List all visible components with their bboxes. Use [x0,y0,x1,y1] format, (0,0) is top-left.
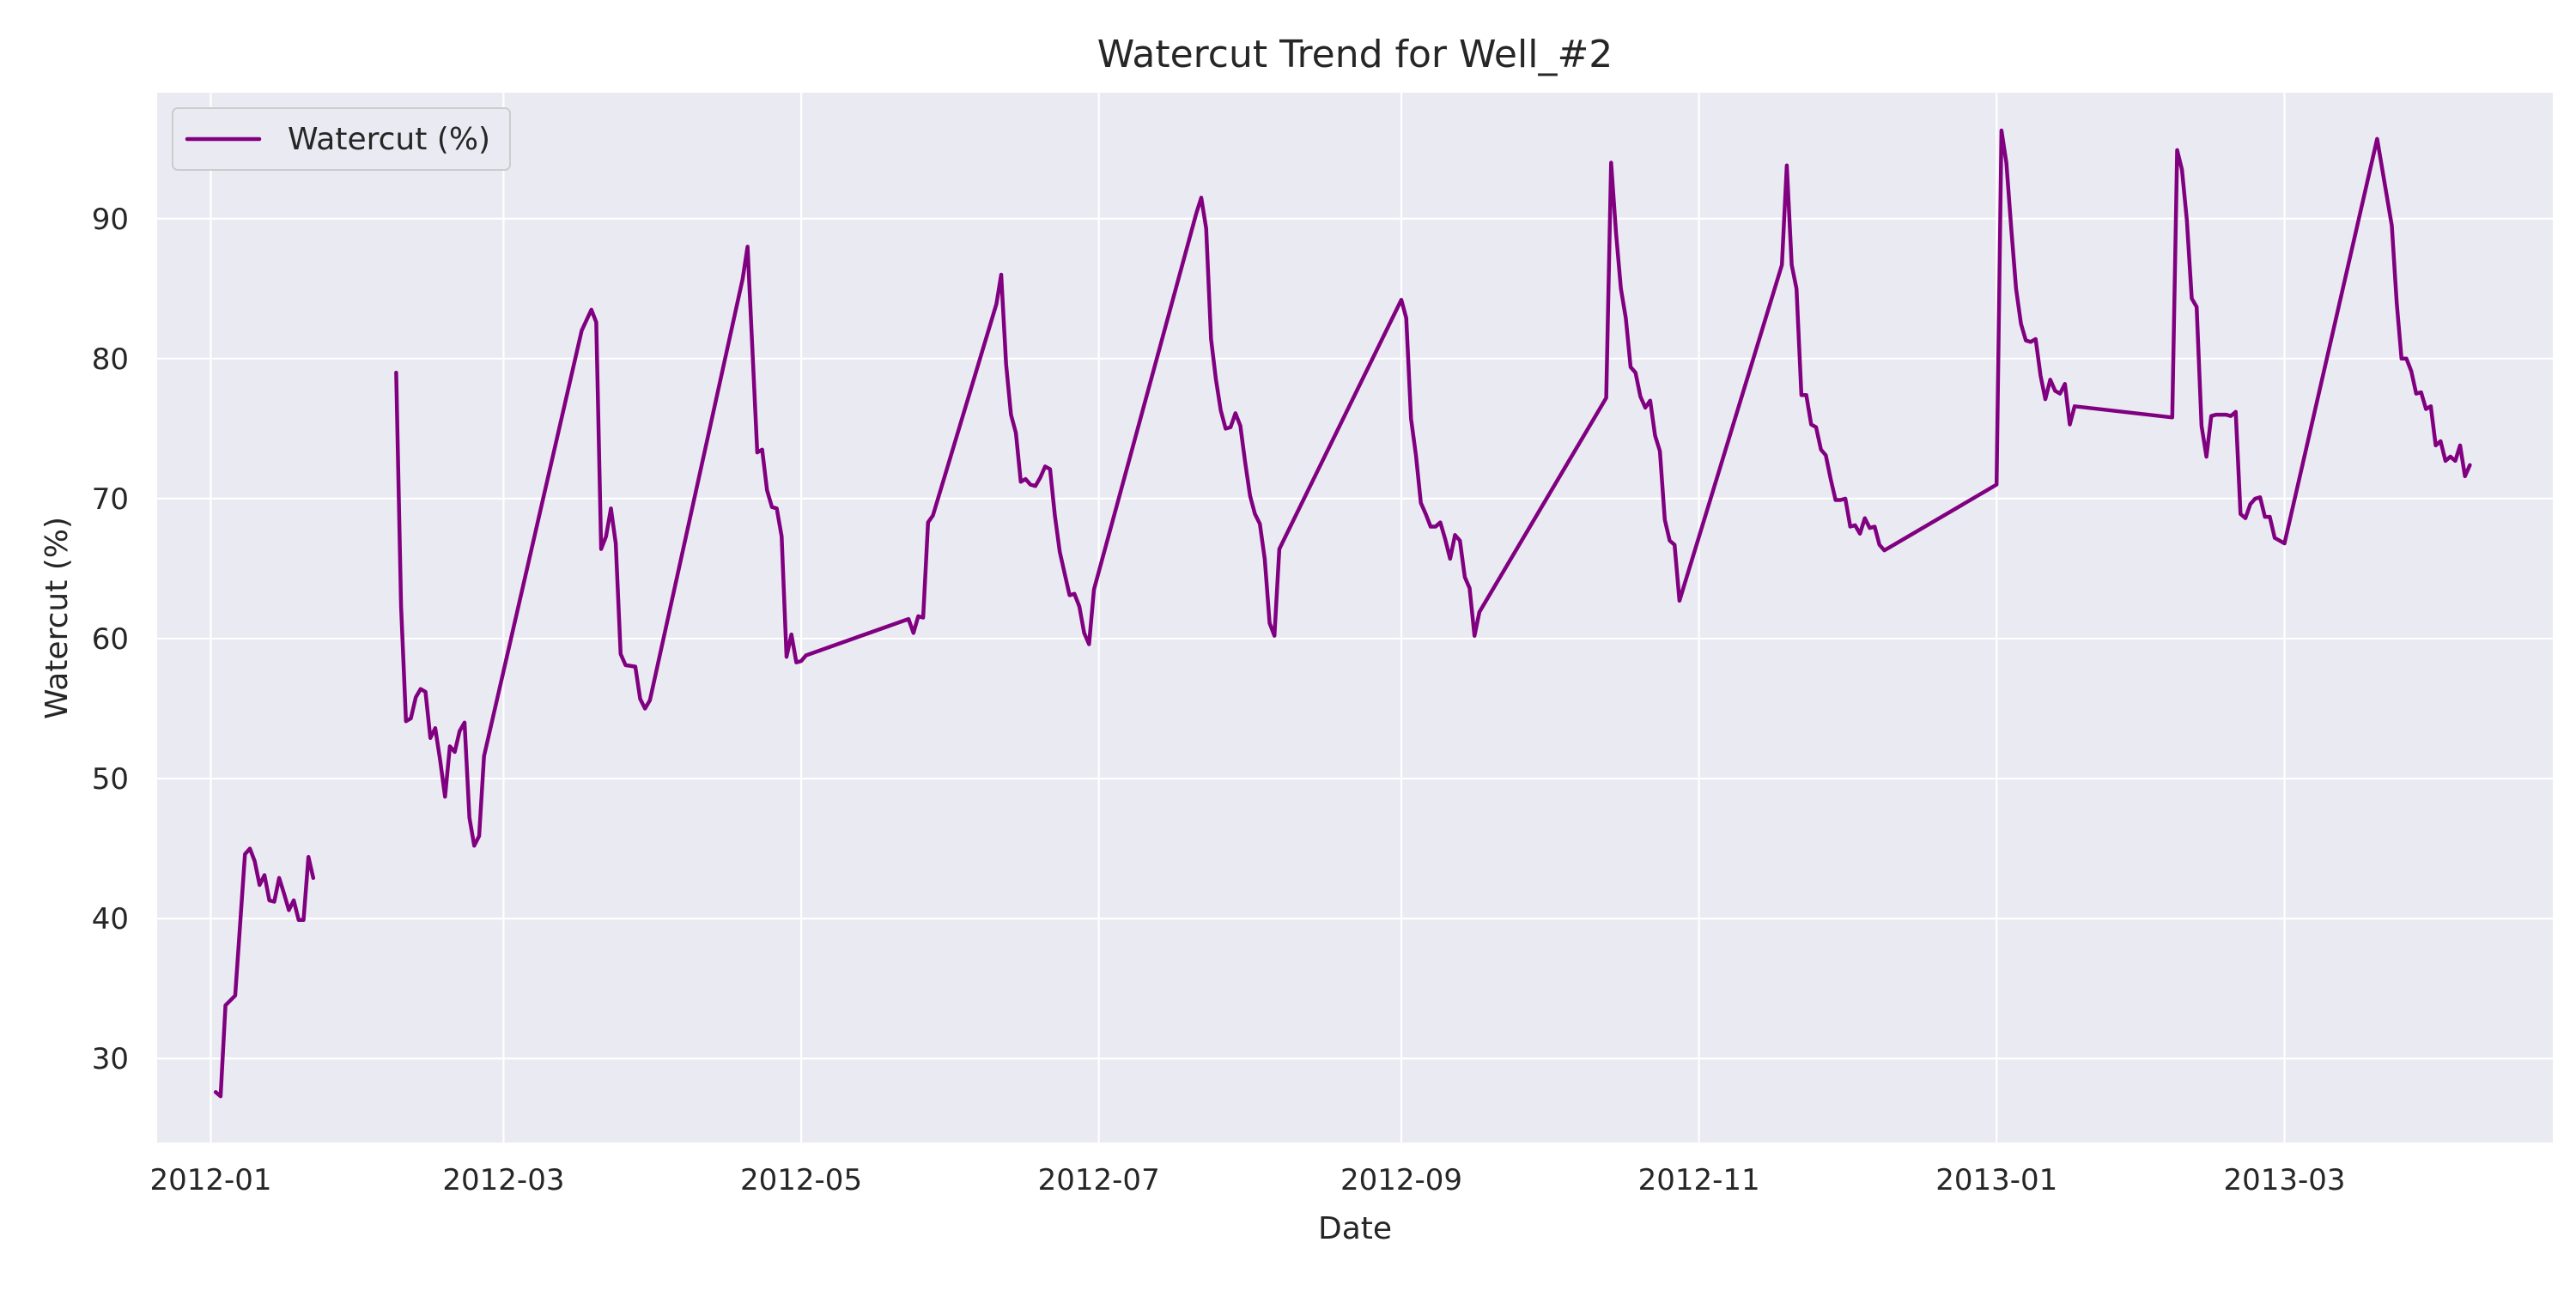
legend-box [172,107,511,171]
x-axis-label: Date [1318,1211,1392,1246]
y-axis-label: Watercut (%) [39,517,75,719]
y-tick-label: 80 [92,342,129,377]
y-tick-label: 40 [92,902,129,936]
x-tick-label: 2012-03 [442,1163,564,1197]
x-tick-labels: 2012-01 2012-03 2012-05 2012-07 2012-09 2012-… [149,1163,2345,1197]
grid-lines [157,93,2553,1143]
y-tick-label: 60 [92,622,129,657]
x-tick-label: 2013-03 [2223,1163,2345,1197]
x-tick-label: 2012-07 [1038,1163,1160,1197]
y-tick-label: 70 [92,482,129,517]
series-layer [213,128,2472,1099]
x-tick-label: 2012-05 [740,1163,862,1197]
x-tick-label: 2012-11 [1638,1163,1760,1197]
series-line-watercut [213,846,316,1099]
x-tick-label: 2013-01 [1935,1163,2057,1197]
y-tick-label: 90 [92,203,129,237]
legend: Watercut (%) [172,107,511,171]
y-tick-label: 50 [92,762,129,797]
legend-label: Watercut (%) [288,122,490,157]
series-line-watercut [394,128,2472,848]
plot-area [157,93,2553,1143]
y-tick-labels: 30 40 50 60 70 80 90 [92,203,129,1076]
y-tick-label: 30 [92,1042,129,1076]
x-tick-label: 2012-01 [149,1163,271,1197]
x-tick-label: 2012-09 [1340,1163,1462,1197]
chart-title: Watercut Trend for Well_#2 [1097,33,1613,76]
